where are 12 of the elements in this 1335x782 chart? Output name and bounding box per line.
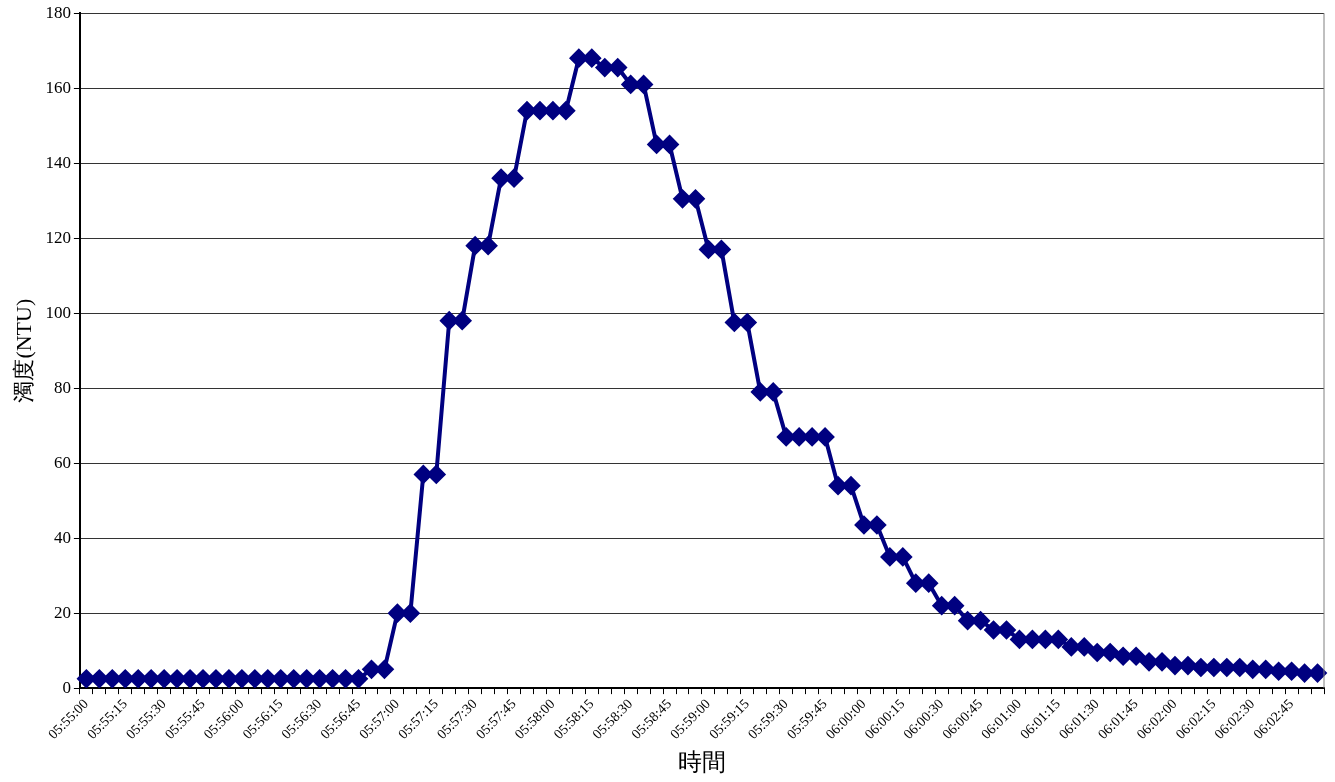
- y-tick-label: 160: [45, 77, 71, 97]
- y-tick-label: 40: [53, 527, 71, 547]
- x-axis-title: 時間: [677, 748, 726, 775]
- y-tick-label: 80: [53, 377, 71, 397]
- y-tick-label: 140: [45, 152, 71, 172]
- y-tick-label: 20: [53, 602, 71, 622]
- y-tick-label: 0: [62, 677, 71, 697]
- y-tick-label: 180: [45, 2, 71, 22]
- y-axis-title: 濁度(NTU): [10, 298, 36, 403]
- y-tick-label: 120: [45, 227, 71, 247]
- y-tick-label: 60: [53, 452, 71, 472]
- y-tick-label: 100: [45, 302, 71, 322]
